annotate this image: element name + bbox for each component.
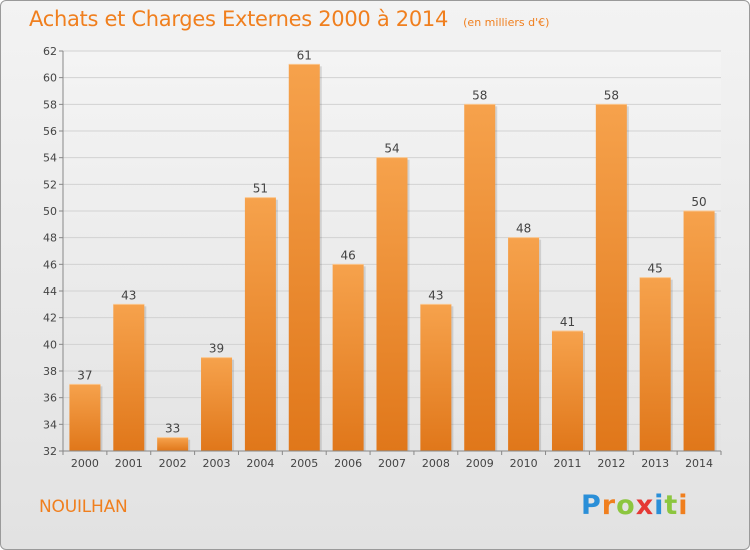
data-label: 46 [340,248,355,262]
logo-letter: i [678,490,689,521]
logo-letter: o [616,490,636,521]
data-label: 51 [253,182,268,196]
y-tick-label: 54 [43,152,57,165]
x-tick-label: 2009 [466,457,494,470]
data-label: 43 [121,288,136,302]
y-tick-label: 48 [43,232,57,245]
bar [376,157,408,451]
y-tick-labels: 32 34 36 38 40 42 44 46 48 50 52 54 56 58 60 62 [43,45,63,458]
y-tick-label: 50 [43,205,57,218]
logo-letter: i [654,490,665,521]
y-tick-label: 42 [43,312,57,325]
bar [157,437,189,451]
axes [62,51,721,452]
bar [595,104,627,451]
bar [683,211,715,451]
bar [69,384,101,451]
y-tick-label: 52 [43,178,57,191]
x-tick-label: 2002 [159,457,187,470]
bar [288,64,320,452]
bar [244,197,276,451]
data-labels: 37 43 33 39 51 61 46 54 43 58 48 41 58 45 50 [77,48,706,435]
x-tick-label: 2007 [378,457,406,470]
x-tick-label: 2003 [203,457,231,470]
logo-letter: P [581,490,602,521]
x-tick-label: 2006 [334,457,362,470]
x-tick-label: 2012 [597,457,625,470]
y-tick-label: 60 [43,72,57,85]
bar [639,277,671,451]
data-label: 45 [648,262,663,276]
chart-subtitle: (en milliers d'€) [463,16,550,29]
y-tick-label: 44 [43,285,57,298]
y-tick-label: 58 [43,98,57,111]
title-row: Achats et Charges Externes 2000 à 2014 (… [29,7,549,31]
y-tick-label: 62 [43,45,57,58]
logo-letter: r [601,490,617,521]
logo-letter: x [635,490,655,521]
data-label: 61 [297,48,312,62]
x-tick-label: 2010 [510,457,538,470]
x-tick-label: 2004 [246,457,274,470]
x-tick-label: 2011 [553,457,581,470]
x-tick-label: 2008 [422,457,450,470]
y-tick-label: 56 [43,125,57,138]
bar [201,357,233,451]
data-label: 39 [209,342,224,356]
y-tick-label: 34 [43,418,57,431]
y-tick-label: 32 [43,445,57,458]
y-tick-label: 40 [43,338,57,351]
commune-name: NOUILHAN [39,497,128,517]
data-label: 41 [560,315,575,329]
data-label: 48 [516,222,531,236]
x-tick-label: 2000 [71,457,99,470]
x-tick-label: 2005 [290,457,318,470]
chart-title: Achats et Charges Externes 2000 à 2014 [29,7,449,31]
x-tick-labels: 2000 2001 2002 2003 2004 2005 2006 2007 2008 2009… [62,451,722,470]
data-label: 33 [165,422,180,436]
y-tick-label: 36 [43,392,57,405]
bar [551,331,583,451]
bars-group [69,63,717,452]
bar [420,304,452,451]
data-label: 43 [428,288,443,302]
x-tick-label: 2013 [641,457,669,470]
data-label: 37 [77,368,92,382]
x-tick-label: 2001 [115,457,143,470]
y-tick-label: 46 [43,258,57,271]
data-label: 54 [384,142,399,156]
bar [464,104,496,451]
data-label: 58 [604,88,619,102]
bar [508,237,540,451]
y-tick-label: 38 [43,365,57,378]
bar [113,304,145,451]
data-label: 50 [691,195,706,209]
bar [332,264,364,451]
x-tick-label: 2014 [685,457,713,470]
proxiti-logo: Proxiti [581,490,689,521]
logo-letter: t [664,490,679,521]
data-label: 58 [472,88,487,102]
